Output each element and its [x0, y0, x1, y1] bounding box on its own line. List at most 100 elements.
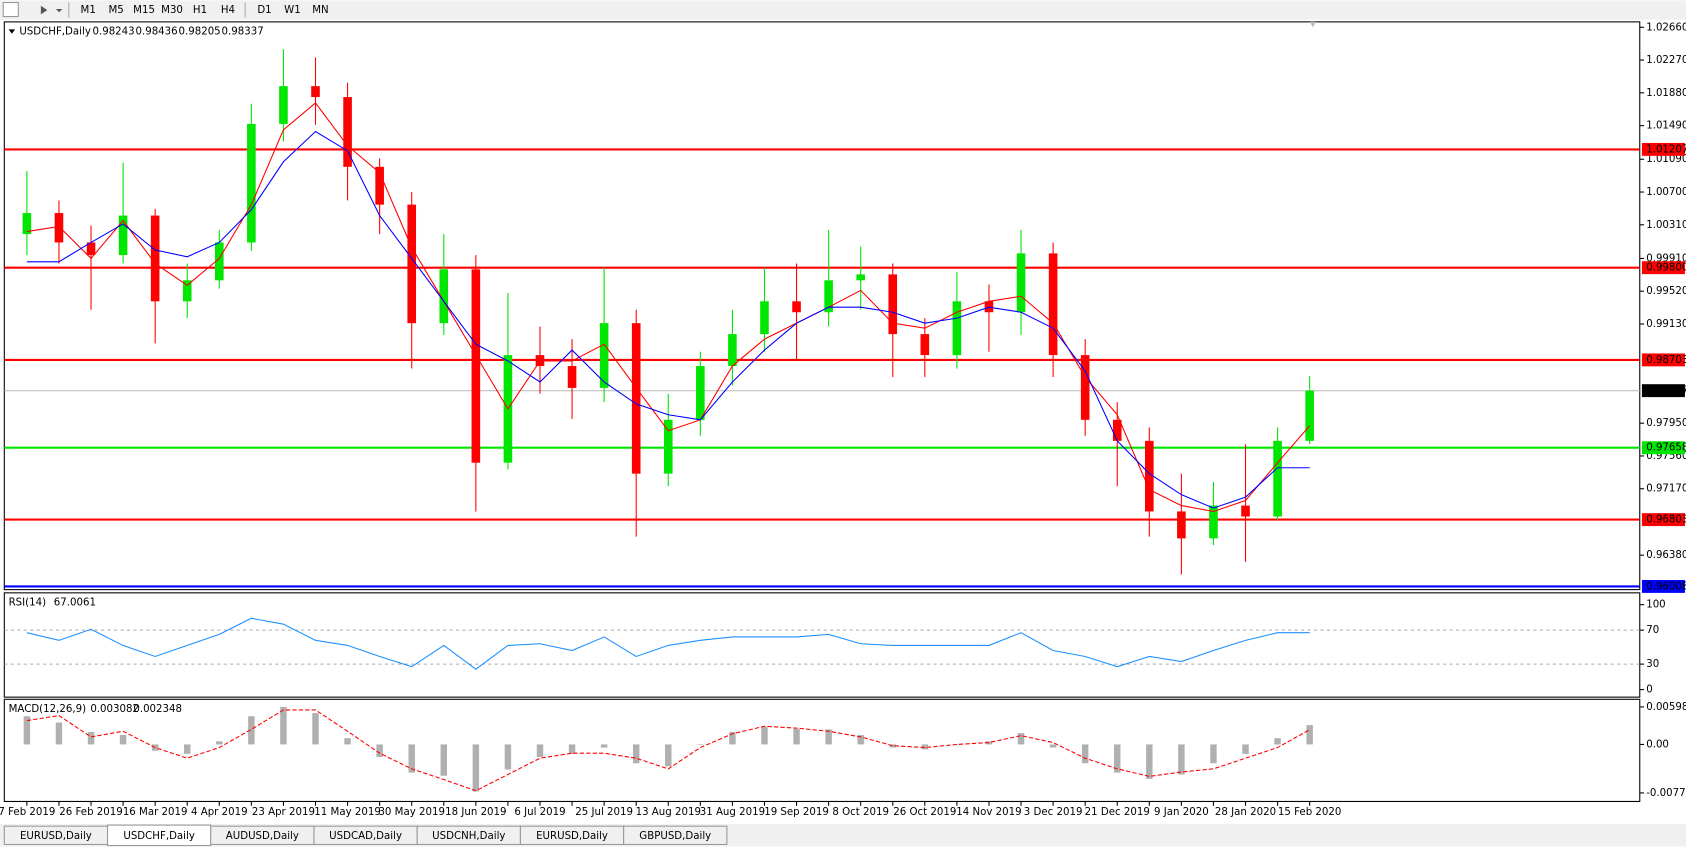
price-pane — [3, 21, 1641, 591]
candle-body — [54, 213, 64, 243]
y-tick-label: -0.007737 — [1646, 788, 1686, 799]
level-tag — [1641, 579, 1685, 593]
macd-bar — [280, 706, 287, 745]
candle-body — [150, 215, 160, 302]
timeframe-button[interactable]: M5 — [108, 5, 123, 16]
macd-bar — [921, 744, 929, 750]
macd-bar — [312, 713, 319, 745]
macd-bar — [761, 726, 768, 745]
symbol-title: USDCHF,Daily — [19, 27, 91, 38]
tab-label[interactable]: AUDUSD,Daily — [226, 831, 299, 842]
macd-bar — [825, 729, 832, 745]
text-tool[interactable] — [2, 2, 19, 18]
y-tick-label: 1.00700 — [1646, 187, 1686, 198]
timeframe-button[interactable]: M15 — [133, 5, 155, 16]
x-tick-label: 25 Jul 2019 — [575, 807, 633, 818]
candle-body — [1273, 440, 1282, 517]
x-tick-label: 19 Sep 2019 — [764, 807, 829, 818]
candle-body — [247, 123, 256, 243]
timeframe-button[interactable]: MN — [312, 5, 328, 16]
y-tick-label: 1.00310 — [1646, 220, 1686, 231]
x-tick-label: 31 Aug 2019 — [700, 807, 765, 818]
quote-value: 0.98337 — [222, 27, 264, 38]
collapse-arrow[interactable] — [8, 29, 16, 34]
level-label: 0.97658 — [1646, 443, 1686, 454]
tab[interactable] — [623, 825, 728, 845]
candle-body — [1177, 511, 1186, 539]
rsi-line — [26, 617, 1310, 670]
candle-body — [311, 86, 320, 98]
x-tick-label: 13 Aug 2019 — [636, 807, 701, 818]
candle-body — [214, 242, 224, 281]
moving-average — [26, 130, 1310, 509]
tool-icons[interactable] — [40, 5, 63, 15]
tab-label[interactable]: USDCAD,Daily — [329, 831, 402, 842]
x-tick-label: 11 May 2019 — [314, 807, 381, 818]
candle-body — [1016, 253, 1026, 313]
candle-body — [599, 323, 609, 388]
macd-bar — [1114, 744, 1121, 773]
x-tick-label: 14 Nov 2019 — [956, 807, 1021, 818]
tab-label[interactable]: GBPUSD,Daily — [639, 831, 711, 842]
x-tick-label: 15 Feb 2020 — [1278, 807, 1342, 818]
timeframe-button[interactable]: H4 — [221, 5, 235, 16]
candle-body — [182, 280, 192, 302]
y-tick-label: 1.01490 — [1646, 121, 1686, 132]
y-tick-label: 0.99910 — [1646, 253, 1686, 264]
macd-bar — [889, 744, 896, 748]
candle-body — [824, 280, 833, 313]
macd-bar — [1146, 744, 1153, 779]
candle-body — [1145, 440, 1154, 512]
timeframe-button[interactable]: D1 — [257, 5, 271, 16]
tab-label[interactable]: USDCHF,Daily — [123, 831, 195, 842]
macd-bar — [504, 744, 512, 770]
tab-label[interactable]: EURUSD,Daily — [536, 831, 608, 842]
macd-bar — [857, 735, 864, 745]
timeframe-button[interactable]: M1 — [81, 5, 96, 16]
y-tick-label: 1.01880 — [1646, 88, 1686, 99]
shift-marker — [1309, 21, 1317, 28]
candle-body — [1209, 505, 1218, 539]
y-tick-label: 1.02270 — [1646, 55, 1686, 66]
timeframe-button[interactable]: H1 — [193, 5, 207, 16]
candle-body — [792, 301, 801, 313]
candle-body — [86, 242, 96, 256]
x-tick-label: 21 Dec 2019 — [1085, 807, 1150, 818]
x-tick-label: 4 Apr 2019 — [191, 807, 248, 818]
macd-bar — [793, 728, 800, 745]
macd-bar — [1274, 738, 1281, 745]
candle-body — [952, 301, 962, 356]
candle-body — [1080, 355, 1090, 420]
x-tick-label: 6 Jul 2019 — [514, 807, 565, 818]
x-tick-label: 26 Oct 2019 — [893, 807, 956, 818]
candle-body — [696, 366, 705, 420]
timeframe-button[interactable]: M30 — [161, 5, 183, 16]
x-tick-label: 18 Jun 2019 — [445, 807, 506, 818]
candle-body — [118, 215, 128, 256]
x-tick-label: 7 Feb 2019 — [0, 807, 55, 818]
macd-bar — [1017, 733, 1025, 745]
indicator-value: 0.002348 — [133, 704, 182, 715]
macd-bar — [440, 744, 448, 776]
macd-bar — [697, 744, 704, 745]
candle-body — [279, 86, 288, 124]
macd-bar — [376, 744, 383, 757]
macd-bar — [55, 722, 63, 745]
candle-body — [1112, 419, 1122, 441]
tab-label[interactable]: EURUSD,Daily — [20, 831, 92, 842]
candle-body — [343, 97, 352, 167]
macd-bar — [1242, 744, 1249, 754]
level-tag — [1641, 513, 1685, 527]
last-price-label: 0.98337 — [1646, 386, 1686, 397]
x-tick-label: 16 Mar 2019 — [123, 807, 188, 818]
y-tick-label: 1.02660 — [1646, 22, 1686, 33]
macd-bar — [600, 744, 608, 748]
x-tick-label: 8 Oct 2019 — [832, 807, 889, 818]
level-tag — [1641, 142, 1685, 156]
tab-label[interactable]: USDCNH,Daily — [432, 831, 505, 842]
y-tick-label: 30 — [1646, 659, 1659, 670]
timeframe-button[interactable]: W1 — [284, 5, 301, 16]
y-tick-label: 100 — [1646, 600, 1665, 611]
y-tick-label: 0.97950 — [1646, 418, 1686, 429]
macd-bar — [216, 741, 223, 745]
